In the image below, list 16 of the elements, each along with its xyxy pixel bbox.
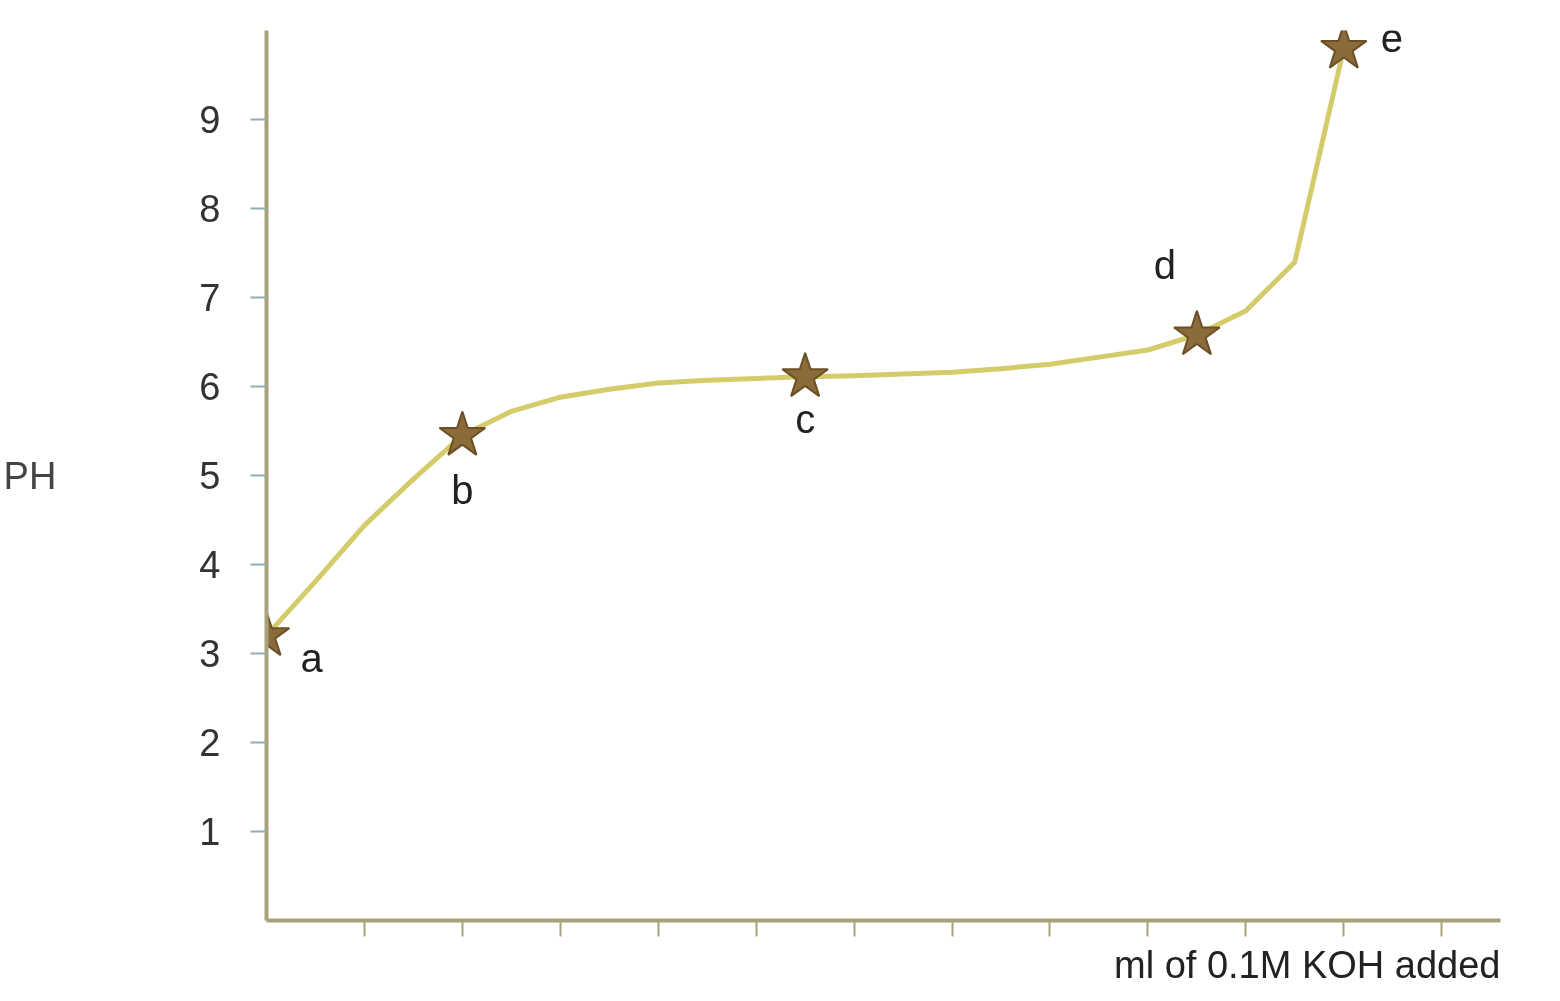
- y-tick-label: 6: [199, 366, 221, 408]
- y-axis-title: PH: [3, 454, 57, 497]
- y-tick-label: 7: [199, 277, 221, 319]
- y-tick-label: 8: [199, 188, 221, 230]
- y-tick-label: 2: [199, 722, 221, 764]
- y-tick-label: 4: [199, 544, 221, 586]
- y-tick-label: 3: [199, 633, 221, 675]
- data-label: a: [300, 635, 324, 680]
- data-label: c: [795, 396, 816, 441]
- data-label: b: [451, 468, 474, 513]
- data-label: d: [1153, 242, 1177, 287]
- data-label: e: [1380, 16, 1403, 61]
- y-tick-label: 9: [199, 99, 221, 141]
- x-axis-title: ml of 0.1M KOH added: [1113, 943, 1501, 986]
- y-tick-label: 5: [199, 455, 221, 497]
- y-tick-label: 1: [199, 811, 221, 853]
